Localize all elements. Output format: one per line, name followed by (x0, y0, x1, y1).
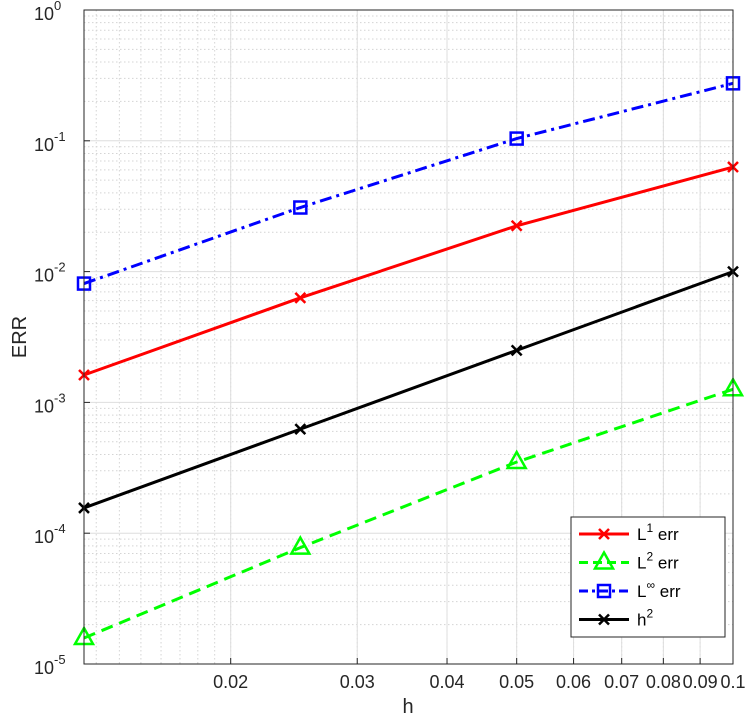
x-tick-label: 0.05 (499, 672, 534, 692)
x-tick-label: 0.04 (429, 672, 464, 692)
series-1 (78, 161, 739, 381)
legend-item: L∞ err (579, 578, 681, 601)
x-axis-label: h (402, 696, 413, 718)
legend-box (570, 516, 726, 638)
series-3-line (83, 81, 734, 285)
x-tick-label: 0.08 (646, 672, 681, 692)
legend-marker (598, 528, 610, 540)
series-3-point (293, 200, 308, 215)
legend-item: h2 (579, 607, 653, 630)
series-2-line (83, 387, 734, 640)
legend-item: L1 err (579, 521, 679, 544)
y-tick-labels: 10-5 10-4 10-3 10-2 10-1 100 (34, 0, 90, 678)
series-4-line (83, 270, 734, 510)
series-4-point (294, 423, 307, 435)
y-tick-label: 10-4 (34, 521, 66, 547)
x-tick-label: 0.02 (213, 672, 248, 692)
x-tick-label: 0.06 (556, 672, 591, 692)
series-2-point (505, 449, 528, 470)
series-1-point (510, 219, 523, 232)
legend-item: L2 err (579, 550, 679, 573)
legend-marker (598, 613, 610, 626)
x-tick-labels: 0.02 0.03 0.04 0.05 0.06 0.07 0.08 0.09 0.1 (213, 658, 746, 692)
y-tick-label: 10-3 (34, 390, 66, 416)
x-tick-label: 0.07 (604, 672, 639, 692)
legend: L1 err L2 err L∞ err h2 (570, 516, 726, 638)
series-1-point (294, 291, 307, 304)
legend-label: L1 err (637, 521, 679, 544)
y-axis-label: ERR (9, 316, 31, 358)
legend-marker (596, 583, 612, 599)
legend-label: L∞ err (637, 578, 681, 601)
y-tick-label: 10-5 (34, 652, 66, 678)
legend-label: L2 err (637, 550, 679, 573)
y-tick-label: 10-1 (34, 129, 66, 155)
legend-marker (592, 549, 616, 570)
series-2-point (289, 535, 312, 555)
y-tick-label: 10-2 (34, 260, 66, 286)
x-tick-label: 0.1 (720, 672, 745, 692)
series-4-point (510, 344, 523, 357)
x-tick-label: 0.09 (683, 672, 718, 692)
x-tick-label: 0.03 (340, 672, 375, 692)
y-tick-label: 100 (34, 0, 61, 24)
series-1-line (83, 165, 734, 377)
series-3-point (509, 131, 524, 146)
legend-label: h2 (637, 607, 653, 630)
plot-frame (83, 9, 734, 665)
series-group (72, 76, 745, 646)
